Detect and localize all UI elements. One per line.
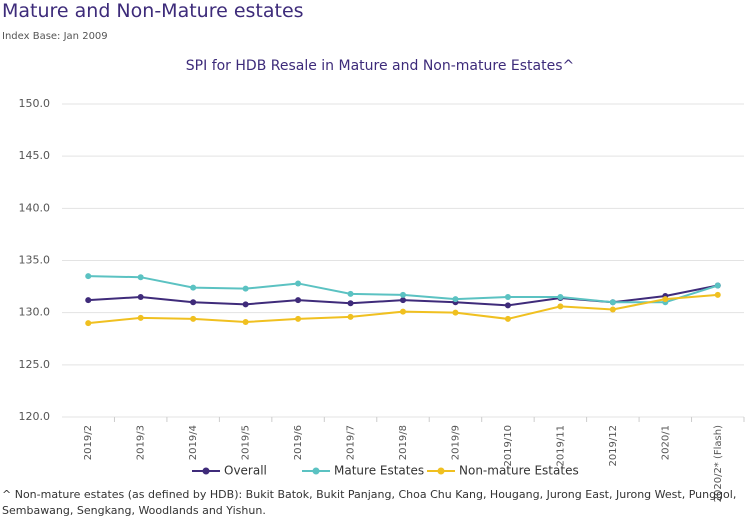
data-point: [242, 285, 249, 292]
data-point: [504, 302, 511, 309]
data-point: [400, 297, 406, 304]
legend-label: Non-mature Estates: [459, 464, 579, 478]
legend-item: Mature Estates: [302, 464, 424, 478]
x-tick-label: 2019/7: [346, 425, 357, 460]
data-point: [557, 294, 564, 301]
data-point: [347, 313, 354, 320]
legend-marker: [312, 467, 320, 475]
x-tick-label: 2019/4: [188, 425, 199, 460]
data-point: [347, 290, 354, 297]
page-title: Mature and Non-Mature estates: [2, 0, 304, 22]
data-point: [190, 315, 197, 322]
data-point: [557, 303, 564, 310]
x-tick-label: 2019/12: [608, 425, 619, 467]
legend-item: Overall: [192, 464, 267, 478]
data-point: [295, 297, 302, 304]
data-point: [662, 296, 669, 303]
legend-label: Overall: [224, 464, 267, 478]
x-tick-label: 2019/10: [503, 425, 514, 467]
data-point: [85, 273, 92, 280]
footnote: ^ Non-mature estates (as defined by HDB)…: [2, 488, 737, 517]
legend-marker: [437, 467, 445, 475]
data-point: [504, 294, 511, 301]
data-point: [295, 280, 302, 287]
x-tick-label: 2019/8: [398, 425, 409, 460]
y-tick-label: 120.0: [19, 410, 51, 423]
data-point: [295, 315, 302, 322]
data-point: [242, 301, 249, 308]
data-point: [137, 274, 144, 281]
data-point: [714, 282, 721, 289]
data-point: [347, 300, 354, 307]
legend-item: Non-mature Estates: [427, 464, 579, 478]
data-point: [504, 315, 511, 322]
page-subtitle: Index Base: Jan 2009: [2, 31, 108, 42]
y-tick-label: 135.0: [19, 254, 51, 267]
data-point: [85, 297, 92, 304]
y-tick-label: 130.0: [19, 306, 51, 319]
x-tick-label: 2019/2: [83, 425, 94, 460]
data-point: [400, 291, 406, 298]
x-tick-label: 2019/5: [241, 425, 252, 460]
y-tick-label: 150.0: [19, 97, 51, 110]
x-tick-label: 2019/9: [450, 425, 461, 460]
data-point: [400, 308, 406, 315]
x-tick-label: 2020/2* (Flash): [713, 425, 724, 502]
chart-title: SPI for HDB Resale in Mature and Non-mat…: [186, 58, 574, 74]
x-tick-label: 2020/1: [660, 425, 671, 460]
data-point: [85, 320, 92, 327]
y-tick-label: 125.0: [19, 358, 51, 371]
data-point: [452, 309, 459, 316]
data-point: [609, 299, 616, 306]
data-point: [242, 319, 249, 326]
x-tick-label: 2019/3: [136, 425, 147, 460]
data-point: [452, 296, 459, 303]
x-tick-label: 2019/6: [293, 425, 304, 460]
data-point: [609, 306, 616, 313]
y-tick-label: 145.0: [19, 149, 51, 162]
data-point: [190, 284, 197, 291]
x-tick-label: 2019/11: [555, 425, 566, 467]
data-point: [190, 299, 197, 306]
legend-marker: [202, 467, 210, 475]
data-point: [137, 294, 144, 301]
data-point: [137, 314, 144, 321]
legend-label: Mature Estates: [334, 464, 424, 478]
y-tick-label: 140.0: [19, 201, 51, 214]
data-point: [714, 291, 721, 298]
